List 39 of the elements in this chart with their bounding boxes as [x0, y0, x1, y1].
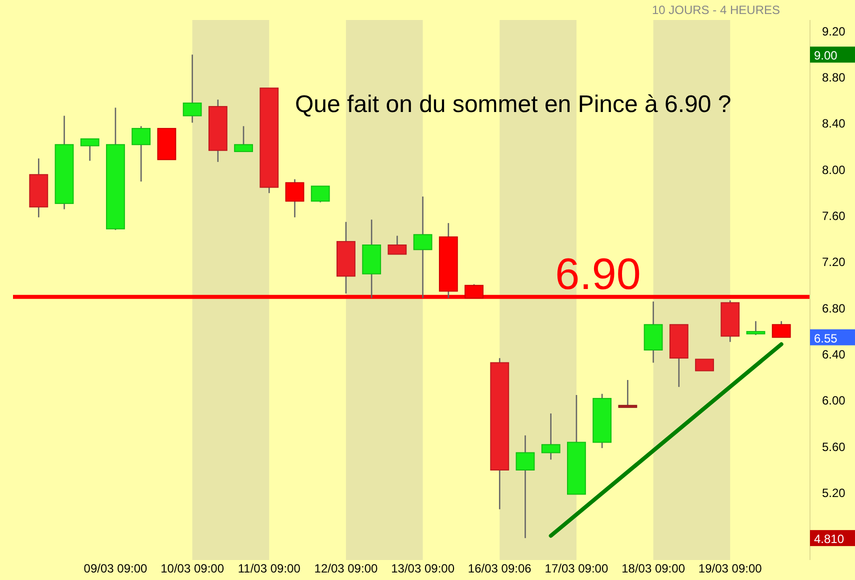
annotation: Que fait on du sommet en Pince à 6.90 ?: [295, 91, 732, 118]
candlestick: [746, 320, 766, 336]
x-tick-label: 09/03 09:00: [84, 562, 148, 576]
y-tick-label: 9.20: [822, 24, 846, 38]
candlestick: [541, 412, 560, 460]
text: 9.00: [814, 48, 838, 63]
candlestick: [234, 126, 253, 152]
y-tick-label: 8.80: [822, 70, 846, 85]
candlestick: [285, 178, 304, 218]
x-tick-label: 13/03 09:00: [391, 562, 455, 576]
x-tick-label: 11/03 09:00: [238, 562, 301, 576]
x-tick-label: 16/03 09:06: [468, 562, 532, 576]
text: 4.810: [814, 532, 844, 546]
x-tick-label: 18/03 09:00: [622, 562, 686, 576]
y-tick-label: 8.40: [822, 116, 846, 131]
y-tick-label: 5.20: [822, 486, 846, 500]
x-tick-label: 19/03 09:00: [698, 562, 762, 576]
x-tick-label: 12/03 09:00: [314, 562, 378, 576]
x-tick-label: 10/03 09:00: [160, 562, 224, 576]
ref-line-label: 6.90: [555, 250, 641, 299]
y-tick-label: 5.60: [822, 440, 846, 454]
candlestick: [80, 138, 100, 162]
candlestick: [413, 196, 432, 299]
y-tick-label: 7.60: [822, 208, 846, 223]
candlestick: [772, 320, 791, 338]
x-tick-label: 17/03 09:00: [544, 562, 608, 576]
y-tick-label: 6.40: [822, 347, 846, 362]
candlestick: [695, 358, 714, 372]
candlestick: [132, 126, 151, 182]
candlestick: [516, 434, 535, 539]
y-tick-label: 6.00: [822, 394, 846, 408]
candlestick: [310, 186, 330, 203]
y-tick-label: 6.80: [822, 301, 846, 316]
chart-subtitle: 10 JOURS - 4 HEURES: [652, 3, 780, 17]
candlestick: [182, 54, 202, 124]
text: 6.55: [814, 331, 838, 346]
y-tick-label: 7.20: [822, 255, 846, 270]
candlestick: [388, 235, 407, 255]
y-tick-label: 8.00: [822, 162, 846, 177]
